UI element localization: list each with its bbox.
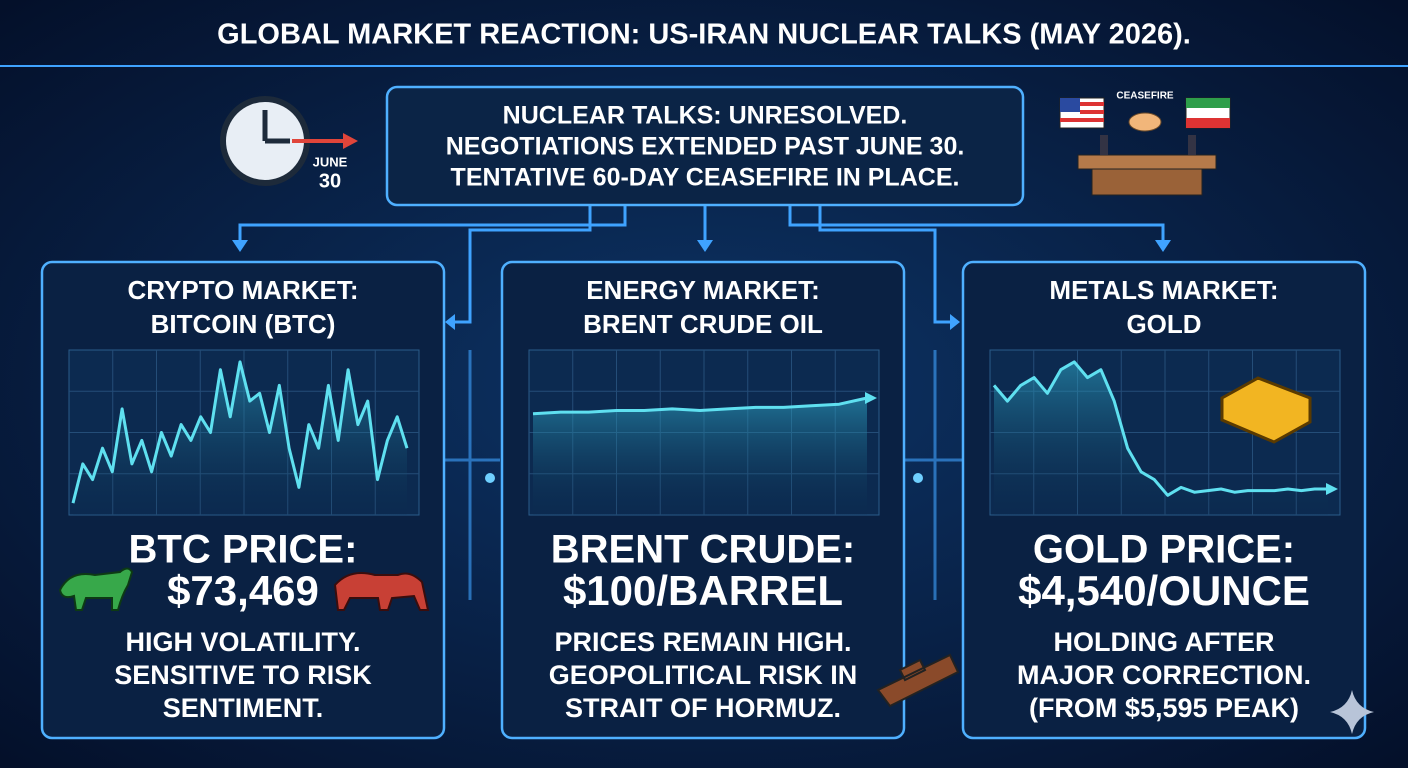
panel-note: GEOPOLITICAL RISK IN — [549, 660, 858, 690]
summary-box — [385, 85, 1025, 207]
summary-line: NUCLEAR TALKS: UNRESOLVED. — [503, 102, 908, 130]
panel-note: SENSITIVE TO RISK — [114, 660, 372, 690]
panel-title: ENERGY MARKET: — [586, 275, 820, 305]
panels: CRYPTO MARKET: BITCOIN (BTC) BTC PRICE:$73… — [40, 260, 1367, 740]
trend-line — [71, 360, 409, 504]
panel-note: (FROM $5,595 PEAK) — [1029, 693, 1299, 723]
panel-note: HIGH VOLATILITY. — [126, 627, 361, 657]
trend-arrow — [1326, 483, 1338, 496]
price-value: $100/BARREL — [563, 567, 843, 614]
panel-note: SENTIMENT. — [163, 693, 324, 723]
clock-month: JUNE — [313, 154, 348, 169]
panel-note: HOLDING AFTER — [1054, 627, 1275, 657]
ceasefire-badge: CEASEFIRE — [1116, 91, 1174, 102]
panel-title: GOLD — [1126, 309, 1201, 339]
trend-line — [992, 360, 1328, 497]
price-label: BTC PRICE: — [129, 528, 358, 572]
panel-title: BITCOIN (BTC) — [151, 309, 336, 339]
bear-icon — [333, 572, 430, 611]
panel-note: STRAIT OF HORMUZ. — [565, 693, 841, 723]
panel-note: PRICES REMAIN HIGH. — [554, 627, 851, 657]
trend-area — [533, 398, 867, 515]
connectors — [232, 205, 1171, 600]
panel-title: BRENT CRUDE OIL — [583, 309, 823, 339]
trend-line — [532, 396, 868, 416]
bull-icon — [58, 567, 134, 611]
summary-line: NEGOTIATIONS EXTENDED PAST JUNE 30. — [446, 133, 965, 161]
price-value: $73,469 — [167, 567, 319, 614]
price-label: BRENT CRUDE: — [551, 528, 855, 572]
summary-line: TENTATIVE 60-DAY CEASEFIRE IN PLACE. — [451, 164, 960, 192]
trend-area — [73, 361, 407, 515]
panel-title: METALS MARKET: — [1049, 275, 1278, 305]
title: GLOBAL MARKET REACTION: US-IRAN NUCLEAR … — [217, 19, 1191, 51]
clock-icon — [220, 96, 358, 186]
trend-arrow — [865, 391, 877, 404]
trend-area — [994, 361, 1328, 515]
ceasefire-icon — [1059, 97, 1231, 196]
panel-title: CRYPTO MARKET: — [127, 275, 358, 305]
clock-day: 30 — [319, 170, 341, 192]
price-value: $4,540/OUNCE — [1018, 567, 1310, 614]
panel-note: MAJOR CORRECTION. — [1017, 660, 1311, 690]
price-label: GOLD PRICE: — [1033, 528, 1295, 572]
sparkle-icon — [1330, 690, 1374, 734]
gold-icon — [1220, 376, 1312, 444]
tanker-icon — [876, 653, 960, 708]
